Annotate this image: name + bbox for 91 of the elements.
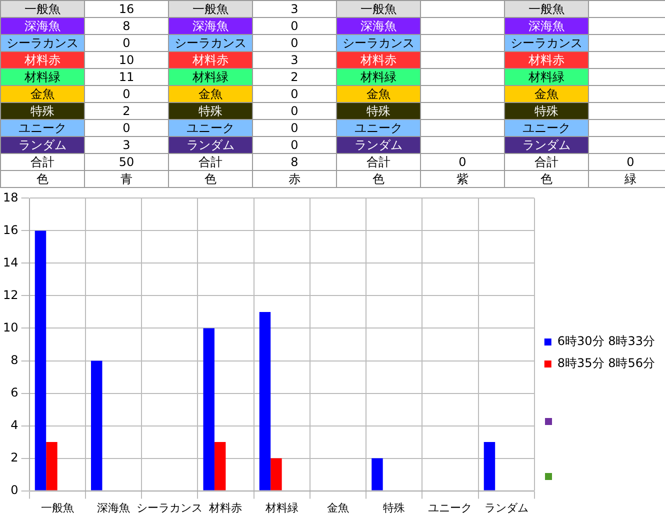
category-label: 材料赤 [528,53,564,67]
x-tick-label: ランダム [484,501,528,514]
category-label: 特殊 [534,104,558,118]
y-tick-label: 8 [10,352,18,367]
category-label: 一般魚 [192,2,228,16]
category-label: 材料緑 [24,70,60,84]
text: 合計 [0,154,84,170]
text: 色 [372,172,384,186]
text: 11 [84,68,168,86]
category-label: ランダム [18,138,66,152]
category-label: 深海魚 [24,19,60,33]
text: 色 [0,170,84,188]
category-label: 金魚 [366,87,390,101]
x-tick-label: 深海魚 [96,501,130,514]
category-label: 特殊 [198,104,222,118]
category-label: 金魚 [534,87,558,101]
category-label: 一般魚 [360,2,396,16]
text: 0 [252,136,336,154]
category-label: 一般魚 [24,2,60,16]
x-tick-label: 一般魚 [40,501,74,514]
text: 合計 [366,155,390,169]
text: 0 [252,86,336,102]
category-label: 特殊 [30,104,54,118]
y-tick-label: 4 [10,418,18,432]
text: 合計 [198,155,222,169]
category-label: 材料赤 [24,53,60,67]
legend-label: 6時30分 8時33分 [557,334,655,348]
text: 10 [84,52,168,68]
y-tick-label: 10 [2,320,18,334]
x-tick-label: 金魚 [326,501,349,514]
text: 合計 [534,155,558,169]
category-label: 材料緑 [192,70,228,84]
category-label: シーラカンス [342,36,414,50]
x-tick-label: ユニーク [428,501,472,514]
x-tick-label: シーラカンス [136,501,203,514]
y-tick-label: 6 [10,385,18,400]
category-label: ユニーク [522,121,570,135]
text: 色 [204,172,216,186]
category-label: 特殊 [366,104,390,118]
category-label: 材料緑 [528,70,564,84]
category-label: 深海魚 [192,19,228,33]
text: 0 [588,154,665,170]
text: 0 [252,18,336,34]
text: 2 [252,68,336,86]
text: 青 [84,170,168,188]
x-tick-label: 材料緑 [264,501,298,514]
y-tick-label: 14 [2,255,18,270]
text: 8 [84,18,168,34]
category-label: 金魚 [30,87,54,101]
y-tick-label: 18 [2,190,18,204]
text: 紫 [420,170,504,188]
category-label: シーラカンス [174,36,246,50]
legend-label: 8時35分 8時56分 [557,356,655,370]
text: 0 [252,34,336,52]
text: 色 [540,172,552,186]
text: 3 [252,52,336,68]
text: 3 [84,136,168,154]
category-label: 材料赤 [360,53,396,67]
category-label: 金魚 [198,87,222,101]
text: 赤 [252,170,336,188]
category-label: 材料赤 [192,53,228,67]
category-label: ユニーク [186,121,234,135]
text: 8 [252,154,336,170]
text: 0 [420,154,504,170]
text: 0 [84,34,168,52]
category-label: ユニーク [354,121,402,135]
y-tick-label: 16 [2,222,18,237]
text: 0 [84,120,168,136]
category-label: ランダム [354,138,402,152]
text: 0 [252,102,336,120]
category-label: ランダム [186,138,234,152]
text: 16 [84,0,168,18]
text: 緑 [588,170,665,188]
category-label: 材料緑 [360,70,396,84]
x-tick-label: 特殊 [383,501,406,514]
y-tick-label: 0 [10,482,18,497]
category-label: 深海魚 [528,19,564,33]
text: 3 [252,0,336,18]
text: 0 [252,120,336,136]
y-tick-label: 2 [10,450,18,464]
x-tick-label: 材料赤 [208,501,242,514]
y-tick-label: 12 [2,288,18,302]
text: 50 [84,154,168,170]
text: 2 [84,102,168,120]
category-label: ユニーク [18,121,66,135]
category-label: 一般魚 [528,2,564,16]
category-label: 深海魚 [360,19,396,33]
category-label: ランダム [522,138,570,152]
category-label: シーラカンス [6,36,78,50]
text: 0 [84,86,168,102]
category-label: シーラカンス [510,36,582,50]
